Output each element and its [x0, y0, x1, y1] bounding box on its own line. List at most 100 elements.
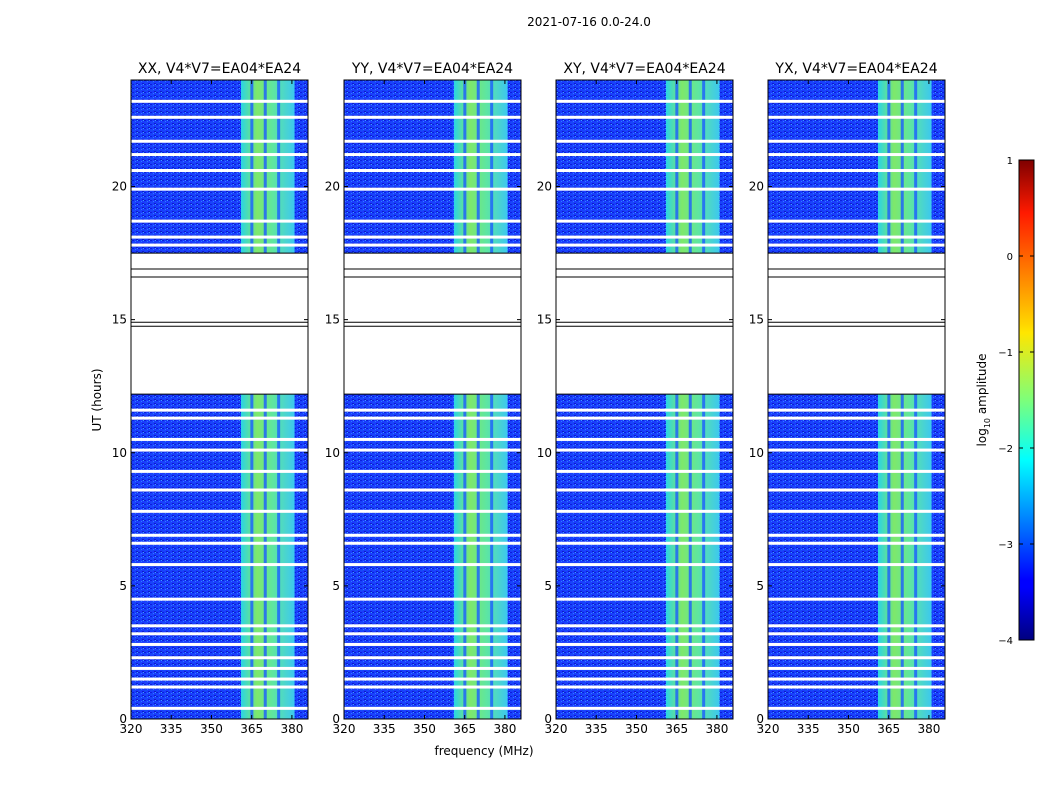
gap-line	[768, 437, 945, 441]
y-tick-label: 0	[756, 712, 764, 726]
gap-line	[131, 139, 308, 143]
gap-line	[768, 153, 945, 157]
gap-line	[768, 469, 945, 473]
gap-line	[131, 153, 308, 157]
band-column-line	[675, 80, 679, 719]
x-tick-label: 380	[705, 722, 728, 736]
gap-line	[556, 416, 733, 420]
panel-image	[131, 80, 308, 719]
gap-line	[131, 563, 308, 567]
gap-line	[344, 666, 521, 670]
no-data-region	[344, 253, 521, 395]
panel-2: YY, V4*V7=EA04*EA24 320 335 350 365 380 0 5 10 15…	[325, 61, 522, 736]
gap-line	[768, 706, 945, 710]
y-tick-label: 5	[119, 579, 127, 593]
gap-line	[768, 408, 945, 412]
colorbar-tick-label: 1	[1007, 156, 1013, 167]
gap-line	[556, 488, 733, 492]
gap-line	[768, 99, 945, 103]
gap-line	[556, 448, 733, 452]
x-tick-label: 335	[160, 722, 183, 736]
x-tick-label: 380	[280, 722, 303, 736]
gap-line	[556, 563, 733, 567]
gap-line	[131, 187, 308, 191]
gap-line	[344, 677, 521, 681]
band-column-line	[250, 80, 254, 719]
gap-line	[556, 139, 733, 143]
colorbar-tick-label: −1	[998, 348, 1013, 359]
band-column-line	[887, 80, 891, 719]
gap-line	[344, 153, 521, 157]
y-tick-label: 15	[537, 313, 552, 327]
gap-line	[768, 235, 945, 239]
gap-line	[556, 624, 733, 628]
y-tick-label: 0	[332, 712, 340, 726]
gap-line	[131, 219, 308, 223]
x-axis-label: frequency (MHz)	[434, 744, 533, 758]
gap-line	[768, 666, 945, 670]
y-tick-label: 15	[112, 313, 127, 327]
y-tick-label: 20	[749, 180, 764, 194]
x-tick-label: 365	[877, 722, 900, 736]
gap-line	[344, 99, 521, 103]
y-tick-label: 15	[325, 313, 340, 327]
gap-line	[344, 632, 521, 636]
x-tick-label: 365	[240, 722, 263, 736]
gap-line	[131, 632, 308, 636]
panel-3: XY, V4*V7=EA04*EA24 320 335 350 365 380 0 5 10 15…	[537, 61, 734, 736]
gap-line	[556, 706, 733, 710]
gap-line	[131, 469, 308, 473]
gap-line	[556, 99, 733, 103]
gap-line	[131, 597, 308, 601]
gap-line	[768, 243, 945, 247]
colorbar-tick-label: 0	[1007, 252, 1013, 263]
gap-line	[556, 685, 733, 689]
gap-line	[768, 416, 945, 420]
band-column-line	[688, 80, 692, 719]
band-column-line	[476, 80, 480, 719]
gap-line	[344, 624, 521, 628]
panel-frame	[767, 79, 946, 720]
gap-line	[131, 685, 308, 689]
gap-line	[556, 437, 733, 441]
gap-line	[131, 488, 308, 492]
band-column-line	[490, 80, 494, 719]
gap-line	[768, 219, 945, 223]
gap-line	[344, 533, 521, 537]
gap-line	[131, 115, 308, 119]
gap-line	[344, 597, 521, 601]
gap-line	[344, 115, 521, 119]
panels: XX, V4*V7=EA04*EA24 320 335 350 365 380 0 5 10 15…	[112, 61, 946, 736]
colorbar-ticks: 1 0 −1 −2 −3 −4	[998, 156, 1034, 647]
panel-frame	[130, 79, 309, 720]
gap-line	[556, 469, 733, 473]
gap-line	[556, 632, 733, 636]
x-tick-label: 380	[917, 722, 940, 736]
x-tick-label: 320	[120, 722, 143, 736]
x-tick-label: 350	[413, 722, 436, 736]
gap-line	[556, 187, 733, 191]
colorbar-label: log10 amplitude	[975, 354, 992, 447]
x-tick-label: 335	[797, 722, 820, 736]
y-tick-label: 0	[544, 712, 552, 726]
gap-line	[344, 642, 521, 646]
y-tick-label: 15	[749, 313, 764, 327]
gap-line	[344, 488, 521, 492]
gap-line	[556, 541, 733, 545]
x-tick-label: 335	[373, 722, 396, 736]
panel-title: YY, V4*V7=EA04*EA24	[351, 61, 513, 77]
gap-line	[344, 541, 521, 545]
colorbar-tick-label: −2	[998, 444, 1013, 455]
y-tick-label: 0	[119, 712, 127, 726]
gap-line	[344, 509, 521, 513]
gap-line	[768, 115, 945, 119]
colorbar-gradient	[1018, 159, 1035, 641]
y-tick-label: 20	[112, 180, 127, 194]
gap-line	[344, 243, 521, 247]
colorbar-tick-label: −3	[998, 540, 1013, 551]
gap-line	[344, 469, 521, 473]
colorbar-tick-label: −4	[998, 636, 1013, 647]
band-column-line	[900, 80, 904, 719]
gap-line	[131, 99, 308, 103]
x-tick-label: 320	[545, 722, 568, 736]
